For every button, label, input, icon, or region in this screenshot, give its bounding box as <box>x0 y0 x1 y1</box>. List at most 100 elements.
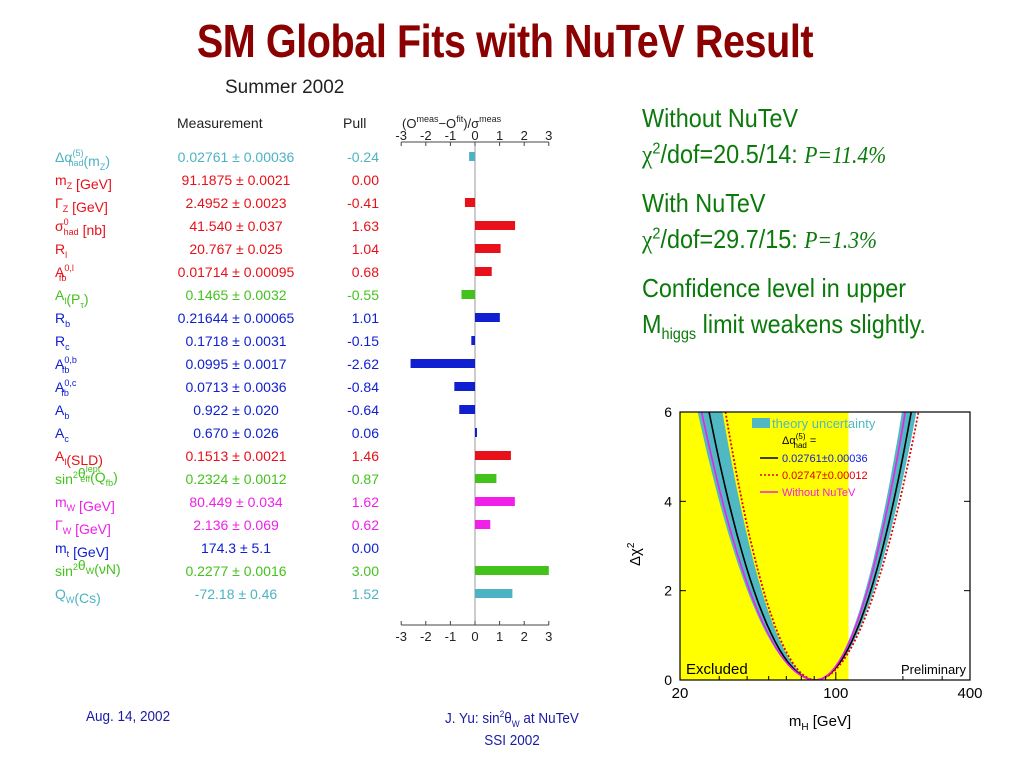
note-confidence-line2: limit weakens slightly. <box>696 309 926 339</box>
measurement-value: 0.670 ± 0.026 <box>193 425 279 441</box>
observable-label: A0,l fb <box>55 263 74 283</box>
measurement-value: 0.21644 ± 0.00065 <box>178 310 295 326</box>
notes-panel: Without NuTeV χ2/dof=20.5/14: P=11.4% Wi… <box>642 100 975 353</box>
note-m-symbol: M <box>642 309 662 339</box>
measurement-value: 91.1875 ± 0.0021 <box>182 172 291 188</box>
pull-value: -2.62 <box>347 356 379 372</box>
chi-sup: 2 <box>652 224 661 243</box>
note-with-nutev: With NuTeV χ2/dof=29.7/15: P=1.3% <box>642 185 975 259</box>
pull-top-tick-label: -3 <box>395 128 407 143</box>
footer-line1-pre: J. Yu: sin <box>445 710 500 727</box>
observable-label: ΓW [GeV] <box>55 517 111 537</box>
pull-bar <box>475 428 477 437</box>
observable-label: Al(Pτ) <box>55 287 89 310</box>
pull-bottom-tick-label: 1 <box>496 629 503 644</box>
pull-top-tick-label: -1 <box>445 128 457 143</box>
measurement-value: 41.540 ± 0.037 <box>189 218 283 234</box>
plot-frame <box>679 411 971 681</box>
pull-value: 1.52 <box>352 586 379 602</box>
observable-label: sin2θW(νN) <box>55 557 121 579</box>
pull-bar <box>410 359 475 368</box>
note-without-dof: /dof=20.5/14: <box>660 139 805 169</box>
x-tick-label: 400 <box>957 685 982 702</box>
measurement-value: 2.136 ± 0.069 <box>193 517 279 533</box>
pull-value: -0.24 <box>347 149 379 165</box>
measurement-value: 0.2277 ± 0.0016 <box>185 563 286 579</box>
footer-line1: J. Yu: sin2θW at NuTeV <box>422 708 602 730</box>
slide-title: SM Global Fits with NuTeV Result <box>196 15 814 67</box>
y-tick-label: 0 <box>664 672 672 688</box>
pull-value: 0.06 <box>352 425 379 441</box>
note-without-nutev: Without NuTeV χ2/dof=20.5/14: P=11.4% <box>642 100 975 174</box>
legend-header: Δα(5) had = <box>782 432 816 450</box>
observable-label: Rl <box>55 241 67 260</box>
pull-value: 1.01 <box>352 310 379 326</box>
pull-value: 1.62 <box>352 494 379 510</box>
observable-label: mt [GeV] <box>55 540 109 560</box>
pull-bar <box>475 474 497 483</box>
note-with-probability: P=1.3% <box>804 228 878 254</box>
pull-top-tick-label: 2 <box>521 128 528 143</box>
pull-value: 0.68 <box>352 264 379 280</box>
pull-bar <box>475 589 513 598</box>
pull-bottom-tick-label: 2 <box>521 629 528 644</box>
observable-label: Ac <box>55 425 69 444</box>
measurement-value: 0.922 ± 0.020 <box>193 402 279 418</box>
y-tick-label: 4 <box>664 493 672 509</box>
observable-label: σ0 had [nb] <box>55 217 106 238</box>
legend-entry: 0.02761±0.00036 <box>782 453 868 465</box>
note-higgs-sub: higgs <box>661 325 697 344</box>
observable-label: A0,b fb <box>55 355 77 375</box>
theory-uncertainty-band <box>697 412 917 680</box>
chi-symbol: χ <box>642 225 653 254</box>
observable-label: A0,c fb <box>55 378 77 398</box>
pull-value: 3.00 <box>352 563 379 579</box>
measurement-value: -72.18 ± 0.46 <box>195 586 278 602</box>
pull-value: 0.00 <box>352 172 379 188</box>
observable-label: Ab <box>55 402 69 421</box>
measurement-value: 174.3 ± 5.1 <box>201 540 271 556</box>
measurement-value: 80.449 ± 0.034 <box>189 494 283 510</box>
preliminary-label: Preliminary <box>901 662 967 677</box>
note-with-dof: /dof=29.7/15: <box>660 224 805 254</box>
chi-sup: 2 <box>652 139 661 158</box>
pull-bar <box>464 198 475 207</box>
pull-bottom-tick-label: -1 <box>445 629 457 644</box>
pull-value: -0.55 <box>347 287 379 303</box>
pull-bar <box>469 152 475 161</box>
pull-bar <box>475 244 501 253</box>
pull-bottom-tick-label: -3 <box>395 629 407 644</box>
pull-bar <box>475 566 549 575</box>
footer-date: Aug. 14, 2002 <box>86 708 171 725</box>
pull-bottom-tick-label: -2 <box>420 629 432 644</box>
x-tick-label: 20 <box>672 685 689 702</box>
measurement-value: 20.767 ± 0.025 <box>189 241 283 257</box>
pull-bar <box>471 336 475 345</box>
pull-top-tick-label: 1 <box>496 128 503 143</box>
excluded-label: Excluded <box>686 661 748 678</box>
note-with-label: With NuTeV <box>642 188 766 218</box>
observable-label: mZ [GeV] <box>55 172 112 192</box>
pull-value: 0.00 <box>352 540 379 556</box>
pull-value: 1.46 <box>352 448 379 464</box>
pull-bottom-tick-label: 3 <box>545 629 552 644</box>
measurement-value: 0.01714 ± 0.00095 <box>178 264 295 280</box>
observable-label: Δα(5) had(mZ) <box>55 148 110 172</box>
pull-bar <box>454 382 475 391</box>
measurement-value: 0.0995 ± 0.0017 <box>185 356 286 372</box>
pull-top-tick-label: -2 <box>420 128 432 143</box>
pull-value: 0.87 <box>352 471 379 487</box>
pull-header: Pull <box>343 115 366 131</box>
measurement-value: 0.0713 ± 0.0036 <box>185 379 286 395</box>
pull-value: -0.41 <box>347 195 379 211</box>
observable-label: Rc <box>55 333 70 352</box>
footer-line1-sub: W <box>511 719 520 729</box>
chi-symbol: χ <box>642 140 653 169</box>
pull-bar <box>461 290 475 299</box>
pull-bar <box>475 451 511 460</box>
pull-bar <box>475 313 500 322</box>
legend-band-swatch <box>752 418 770 428</box>
observable-label: mW [GeV] <box>55 494 115 514</box>
observable-label: Rb <box>55 310 70 329</box>
note-confidence-line1: Confidence level in upper <box>642 273 907 303</box>
